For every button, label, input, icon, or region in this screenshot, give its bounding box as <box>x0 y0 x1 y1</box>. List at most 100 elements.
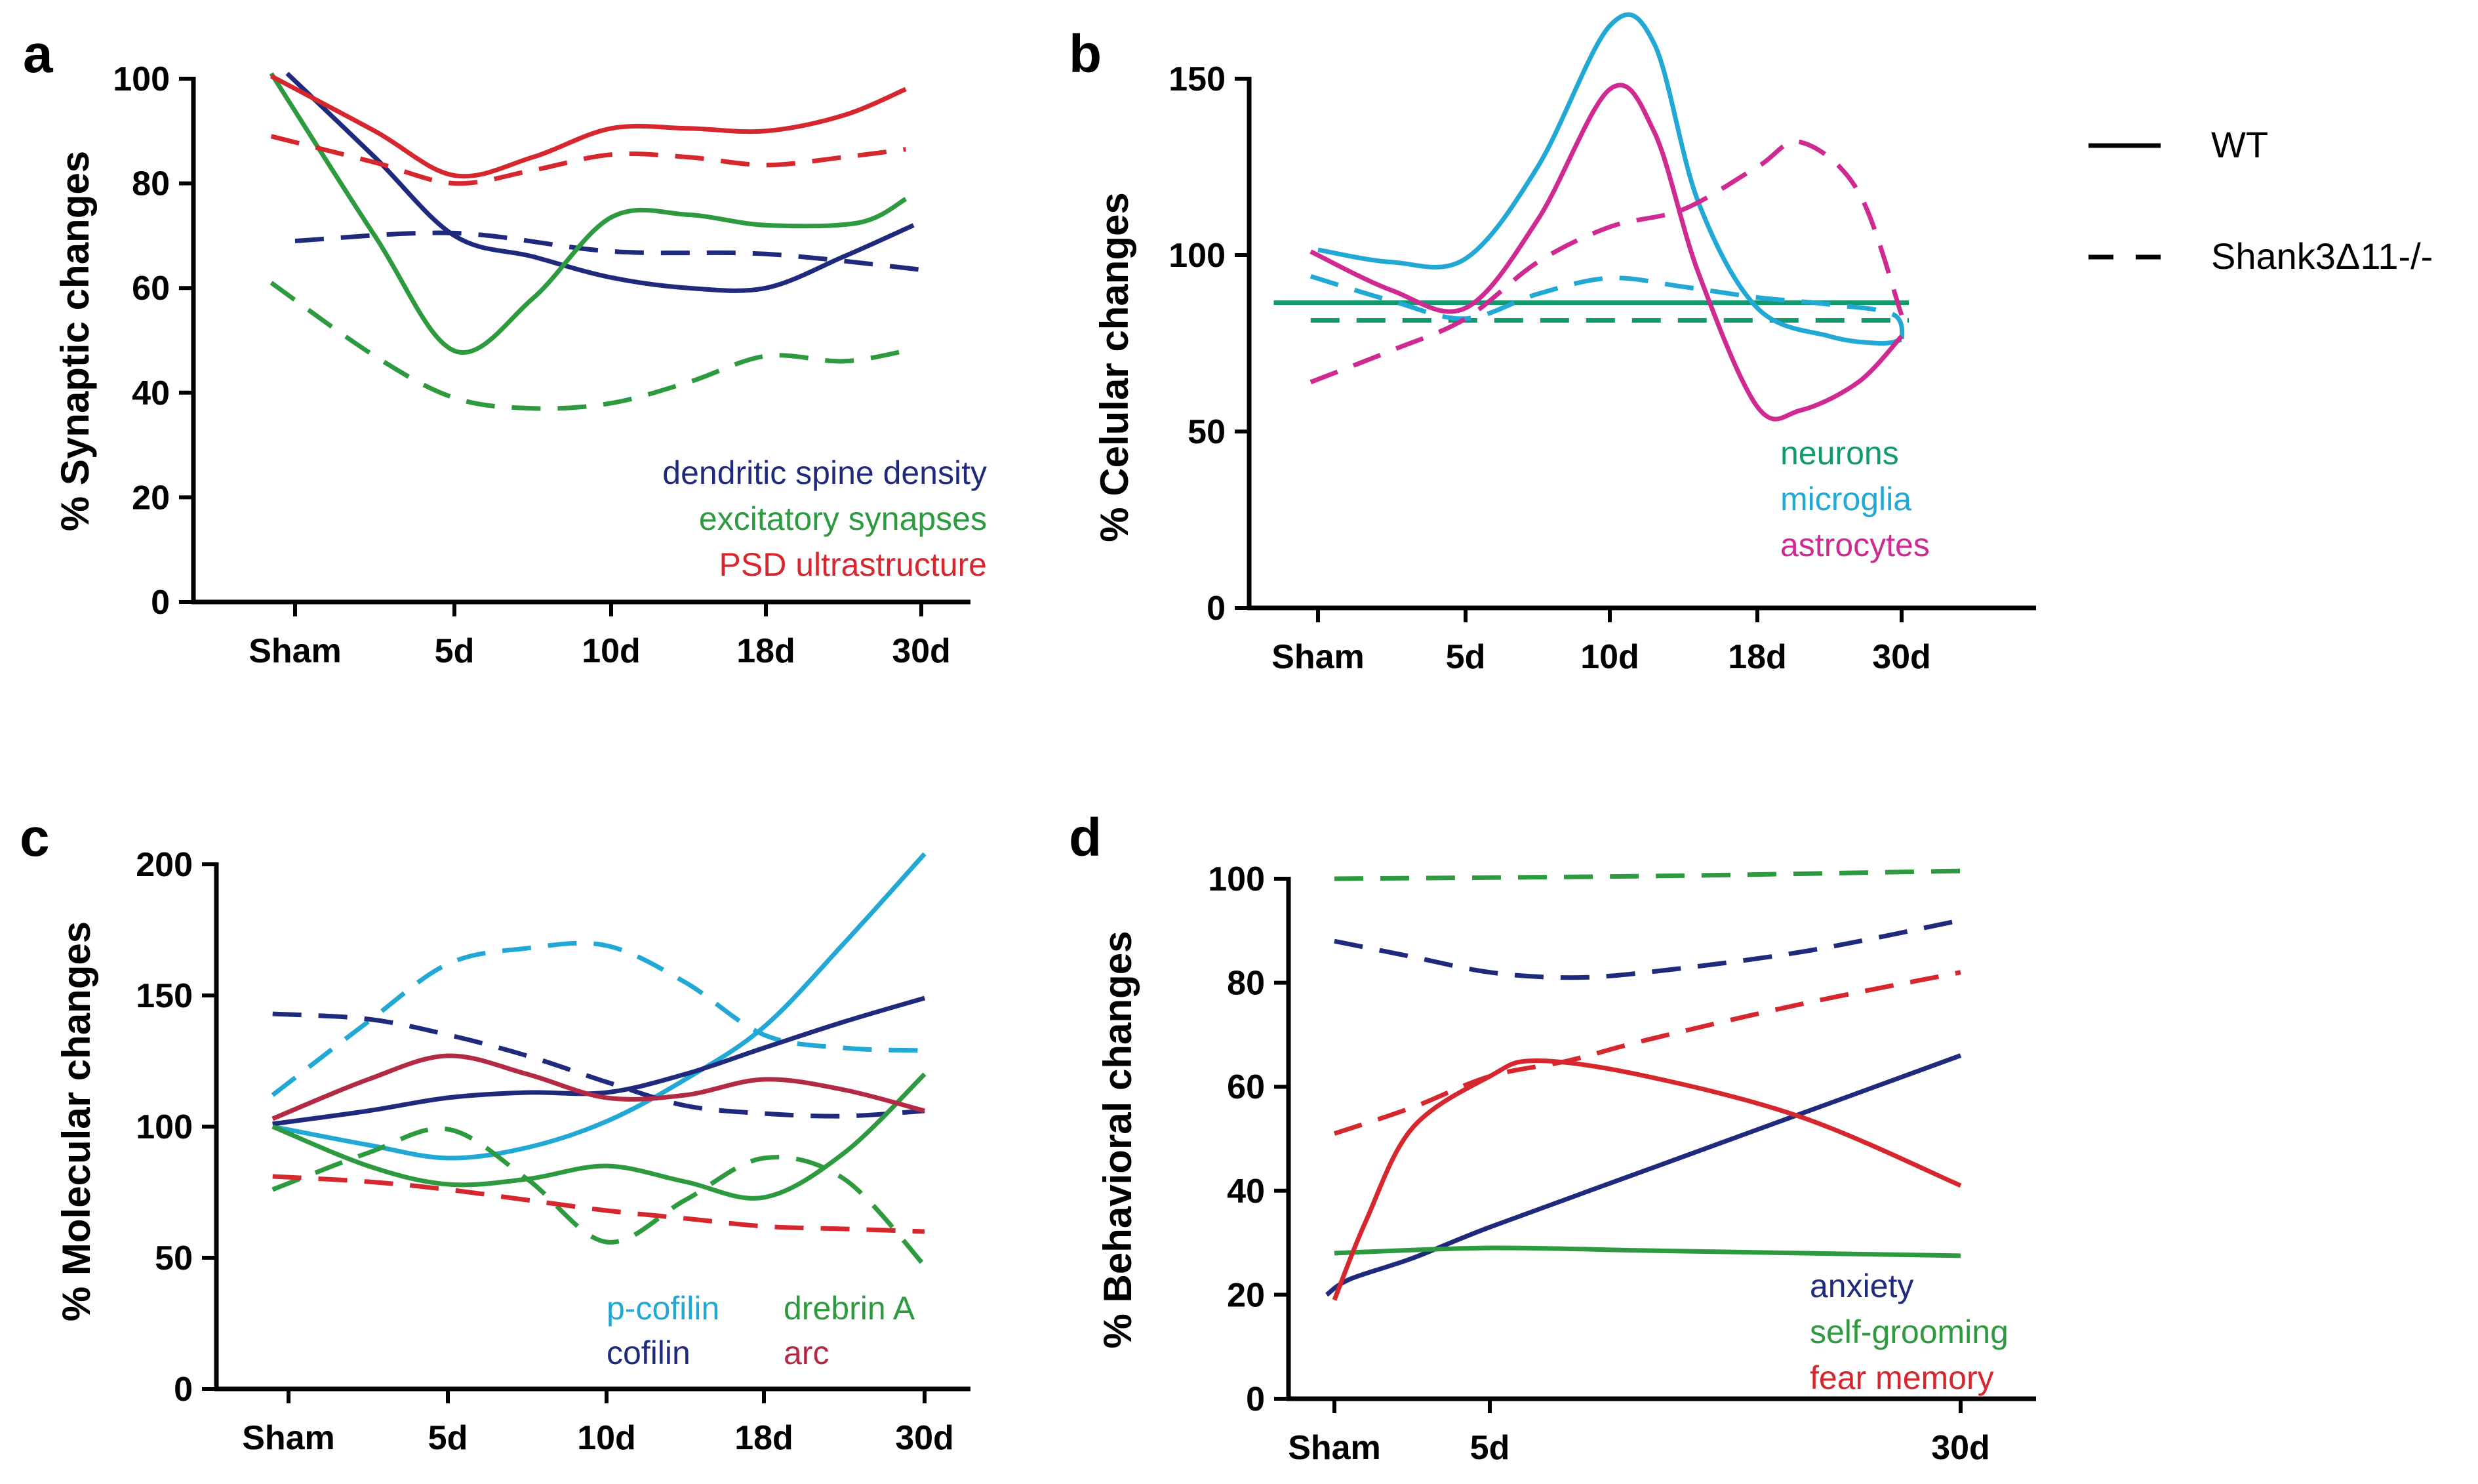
y-tick-label: 40 <box>1227 1173 1265 1211</box>
panel-c-legend: p-cofilin cofilin drebrin A arc <box>607 1290 915 1371</box>
panel-d-legend: anxiety self-grooming fear memory <box>1810 1268 2008 1396</box>
legend-item-excitatory-synapses: excitatory synapses <box>699 500 987 537</box>
panel-c-molecular-changes: c 0 50 100 150 200 Sham 5d 10d 18d 30d % Molecular… <box>20 808 970 1457</box>
x-tick-label-5d: 5d <box>435 632 475 670</box>
legend-item-cofilin: cofilin <box>607 1334 690 1371</box>
legend-item-arc: arc <box>784 1334 829 1371</box>
x-tick-label-5d: 5d <box>1446 638 1486 676</box>
series-cofilin-wt <box>272 995 925 1127</box>
axes-a: 0 20 40 60 80 100 Sham 5d 10d 18d 30d % Synaptic ch… <box>53 60 970 670</box>
series-lines-c <box>271 852 927 1268</box>
axes-d: 0 20 40 60 80 100 Sham 5d 30d % Behavioral change… <box>1096 860 2036 1467</box>
series-arc-shank3 <box>272 1174 925 1234</box>
x-tick-label-30d: 30d <box>1931 1429 1990 1467</box>
legend-item-neurons: neurons <box>1780 435 1899 471</box>
series-self-grooming-shank3 <box>1334 868 1961 881</box>
series-p-cofilin-shank3 <box>271 940 925 1097</box>
y-tick-label: 100 <box>113 60 170 98</box>
panel-letter-a: a <box>23 24 54 84</box>
series-drebrin-a-wt <box>271 1072 927 1201</box>
y-axis-title: % Molecular changes <box>54 921 98 1321</box>
y-tick-label: 100 <box>1169 237 1226 275</box>
y-tick-label: 20 <box>1227 1276 1265 1314</box>
legend-wt-label: WT <box>2211 124 2268 165</box>
x-tick-label-10d: 10d <box>577 1419 636 1457</box>
x-tick-label-sham: Sham <box>249 632 342 670</box>
y-tick-label: 60 <box>1227 1068 1265 1106</box>
y-tick-label: 60 <box>132 270 170 308</box>
y-tick-label: 200 <box>136 846 193 884</box>
y-tick-label: 0 <box>1207 590 1226 628</box>
panel-b-legend: neurons microglia astrocytes <box>1780 435 1930 563</box>
series-fear-memory-shank3 <box>1333 970 1961 1136</box>
x-tick-label-18d: 18d <box>736 632 795 670</box>
x-tick-label-sham: Sham <box>1288 1429 1381 1467</box>
x-tick-label-10d: 10d <box>1580 638 1639 676</box>
series-psd-ultrastructure-wt <box>270 73 907 179</box>
series-anxiety-shank3 <box>1334 917 1961 980</box>
y-axis-title: % Celular changes <box>1092 192 1136 542</box>
y-tick-label: 20 <box>132 479 170 517</box>
y-tick-label: 50 <box>155 1239 193 1277</box>
panel-letter-c: c <box>20 808 50 868</box>
series-dendritic-spine-density-shank3 <box>294 230 922 272</box>
series-psd-ultrastructure-shank3 <box>270 134 906 186</box>
series-lines-a <box>269 71 922 411</box>
panel-a-legend: dendritic spine density excitatory synaps… <box>662 454 987 583</box>
y-tick-label: 100 <box>1208 860 1265 898</box>
y-tick-label: 100 <box>136 1108 193 1146</box>
genotype-legend: WT Shank3Δ11-/- <box>2088 124 2433 277</box>
y-tick-label: 150 <box>136 977 193 1015</box>
series-microglia-shank3 <box>1309 273 1905 348</box>
y-tick-label: 0 <box>1246 1380 1265 1418</box>
legend-item-self-grooming: self-grooming <box>1810 1314 2008 1350</box>
y-axis-title: % Behavioral changes <box>1096 931 1140 1349</box>
axes-b: 0 50 100 150 Sham 5d 10d 18d 30d % Celular change… <box>1092 60 2036 676</box>
panel-a-synaptic-changes: a 0 20 40 60 80 100 Sham 5d 10d 18d 30d % Synaptic … <box>23 24 987 670</box>
legend-item-p-cofilin: p-cofilin <box>607 1290 719 1327</box>
y-tick-label: 40 <box>132 374 170 412</box>
axes-c: 0 50 100 150 200 Sham 5d 10d 18d 30d % Molecular c… <box>54 846 970 1457</box>
legend-item-dendritic-spine-density: dendritic spine density <box>662 454 987 491</box>
series-astrocytes-wt <box>1309 83 1904 422</box>
x-tick-label-30d: 30d <box>1872 638 1931 676</box>
y-tick-label: 0 <box>174 1371 193 1409</box>
legend-item-microglia: microglia <box>1780 481 1911 517</box>
panel-b-cellular-changes: b 0 50 100 150 Sham 5d 10d 18d 30d % Celular chan… <box>1069 12 2036 676</box>
x-tick-label-30d: 30d <box>895 1419 954 1457</box>
legend-item-psd-ultrastructure: PSD ultrastructure <box>719 546 987 583</box>
panel-letter-b: b <box>1069 24 1102 84</box>
y-tick-label: 80 <box>132 165 170 203</box>
legend-item-fear-memory: fear memory <box>1810 1359 1994 1396</box>
series-cofilin-shank3 <box>272 1011 925 1119</box>
panel-letter-d: d <box>1069 808 1102 868</box>
series-lines-b <box>1273 12 1909 422</box>
y-tick-label: 80 <box>1227 965 1265 1003</box>
series-excitatory-synapses-wt <box>269 72 908 355</box>
legend-item-drebrin-a: drebrin A <box>784 1290 915 1327</box>
series-fear-memory-wt <box>1332 1058 1962 1301</box>
x-tick-label-sham: Sham <box>1271 638 1365 676</box>
legend-item-anxiety: anxiety <box>1810 1268 1913 1304</box>
series-dendritic-spine-density-wt <box>285 71 915 293</box>
series-lines-d <box>1325 868 1962 1301</box>
series-p-cofilin-wt <box>272 852 927 1161</box>
series-astrocytes-shank3 <box>1309 139 1904 384</box>
x-tick-label-18d: 18d <box>1728 638 1787 676</box>
series-drebrin-a-shank3 <box>271 1126 927 1268</box>
x-tick-label-sham: Sham <box>242 1419 335 1457</box>
legend-shank3-label: Shank3Δ11-/- <box>2211 235 2433 277</box>
y-tick-label: 0 <box>151 584 170 622</box>
legend-item-astrocytes: astrocytes <box>1780 527 1930 563</box>
x-tick-label-30d: 30d <box>892 632 951 670</box>
y-tick-label: 50 <box>1188 413 1226 451</box>
panel-d-behavioral-changes: d 0 20 40 60 80 100 Sham 5d 30d % Behavioral chan… <box>1069 808 2036 1467</box>
series-self-grooming-wt <box>1334 1245 1961 1258</box>
x-tick-label-10d: 10d <box>582 632 641 670</box>
series-arc-wt <box>271 1053 925 1121</box>
series-excitatory-synapses-shank3 <box>270 281 906 411</box>
y-axis-title: % Synaptic changes <box>53 151 97 531</box>
x-tick-label-5d: 5d <box>428 1419 468 1457</box>
x-tick-label-18d: 18d <box>734 1419 793 1457</box>
